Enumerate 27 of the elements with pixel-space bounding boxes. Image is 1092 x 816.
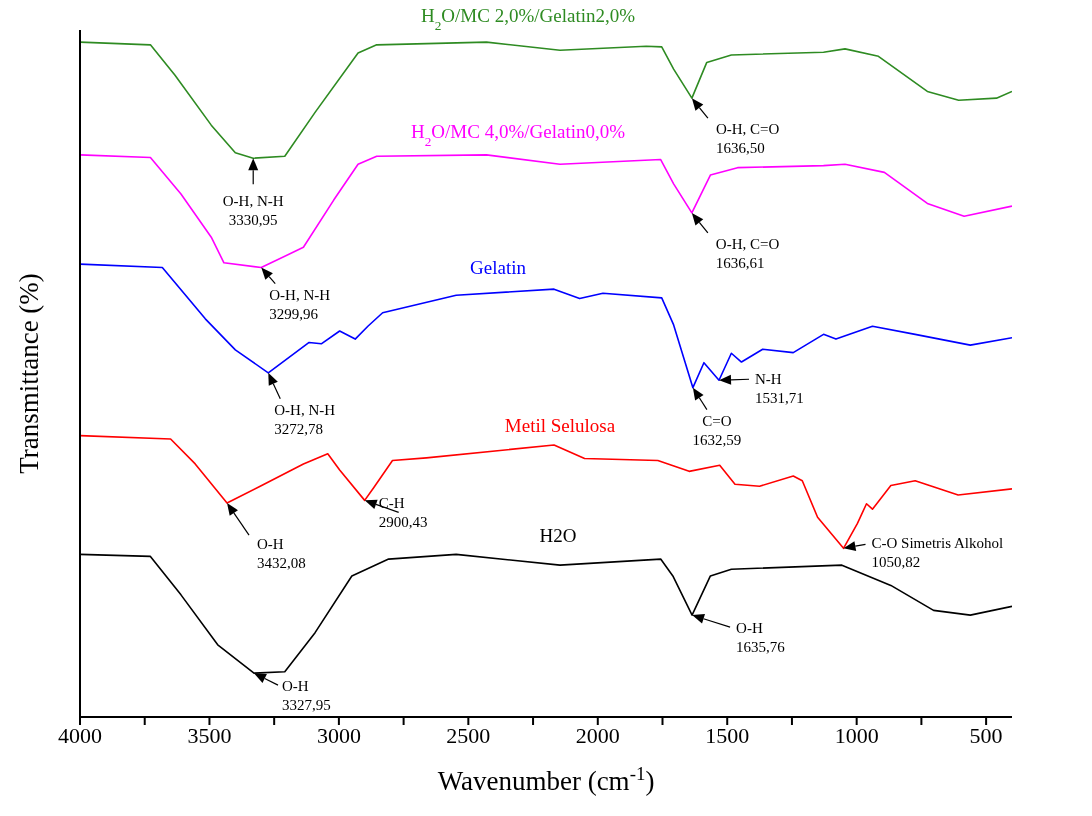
x-tick-label: 1500 — [705, 722, 750, 748]
annotation: O-H, N-H 3299,96 — [269, 286, 331, 322]
x-tick-label: 3500 — [187, 722, 232, 748]
x-tick-label: 500 — [969, 722, 1003, 748]
annotation: O-H 3327,95 — [281, 678, 331, 714]
annotation: C=O 1632,59 — [692, 412, 742, 448]
x-tick-label: 2500 — [446, 722, 491, 748]
annotation: N-H 1531,71 — [755, 371, 804, 407]
annotation: O-H, N-H 3272,78 — [274, 401, 336, 437]
x-tick-label: 4000 — [58, 722, 102, 748]
annotation: O-H, C=O 1636,50 — [715, 121, 780, 157]
x-tick-label: 1000 — [834, 722, 879, 748]
series-label: Gelatin — [470, 257, 527, 278]
series-label: H$_{2}$O/MC 2,0%/Gelatin2,0% — [420, 5, 636, 33]
x-tick-label: 2000 — [575, 722, 620, 748]
y-axis-title: Transmittance (%) — [14, 273, 44, 474]
annotation: O-H, N-H 3330,95 — [222, 193, 284, 229]
annotation: O-H 1635,76 — [736, 620, 786, 656]
annotation: O-H, C=O 1636,61 — [715, 235, 780, 271]
annotation: O-H 3432,08 — [257, 536, 306, 572]
series-label: Metil Selulosa — [504, 415, 616, 436]
series-label: H2O — [539, 525, 577, 546]
annotation: C-O Simetris Alkohol 1050,82 — [871, 535, 1004, 571]
series-label: H$_{2}$O/MC 4,0%/Gelatin0,0% — [410, 121, 626, 149]
annotation: C-H 2900,43 — [378, 495, 428, 531]
x-tick-label: 3000 — [316, 722, 361, 748]
x-axis-title: Wavenumber (cm$^{-1}$) — [437, 762, 655, 796]
